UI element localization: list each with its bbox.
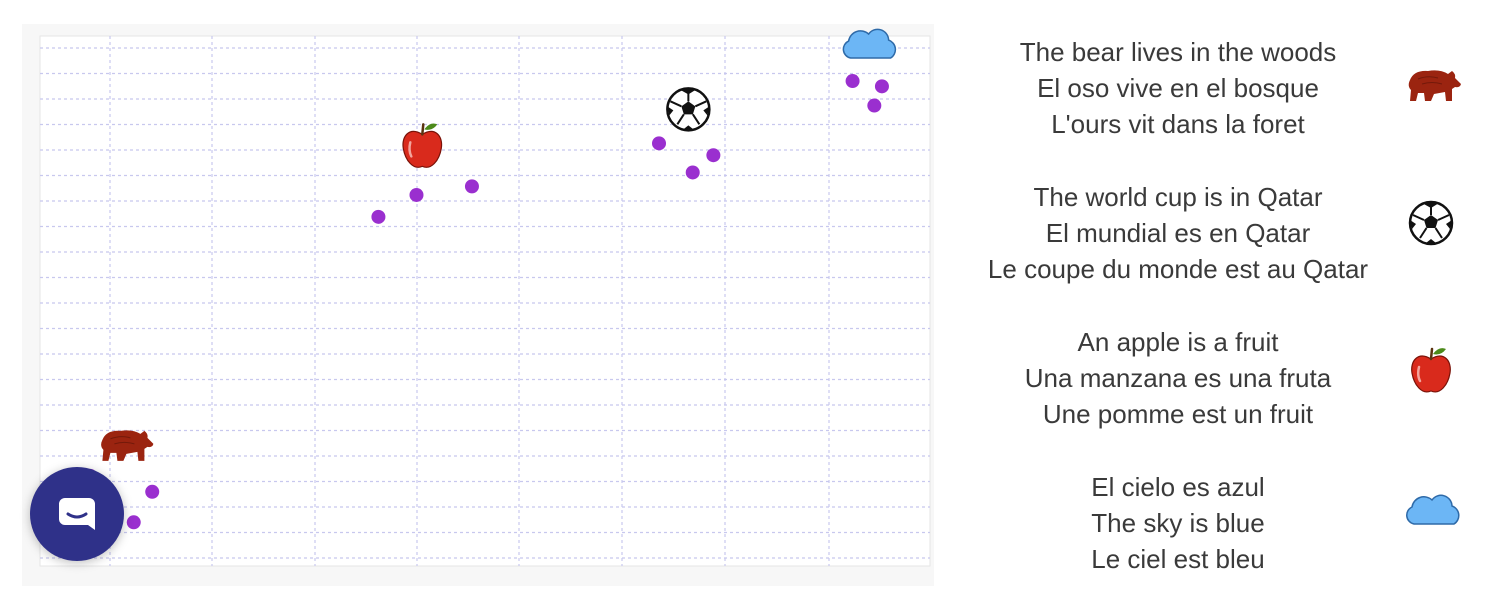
soccer-ball-icon	[1408, 200, 1454, 246]
bear-icon	[101, 430, 154, 461]
apple-icon	[1411, 347, 1451, 393]
data-point	[685, 165, 700, 180]
data-point	[126, 515, 141, 530]
legend-line: El cielo es azul	[1091, 472, 1265, 502]
legend-line: Une pomme est un fruit	[1042, 399, 1314, 429]
legend-entry-cloud: El cielo es azul The sky is blue Le ciel…	[918, 469, 1438, 577]
point-group-soccer-ball	[652, 87, 721, 180]
chat-icon	[59, 498, 95, 530]
legend-line: L'ours vit dans la foret	[1051, 109, 1305, 139]
cloud-icon	[842, 28, 897, 59]
data-point	[706, 148, 721, 163]
legend-line: Una manzana es una fruta	[1024, 363, 1332, 393]
legend-entry-apple: An apple is a fruit Una manzana es una f…	[918, 324, 1438, 432]
grid-lines	[40, 36, 930, 566]
legend-entry-soccer: The world cup is in Qatar El mundial es …	[918, 179, 1438, 287]
legend-line: Le coupe du monde est au Qatar	[987, 254, 1369, 284]
data-point	[371, 209, 386, 224]
legend-line: Le ciel est bleu	[1091, 544, 1265, 574]
apple-icon	[402, 123, 443, 168]
legend-line: El mundial es en Qatar	[1045, 218, 1311, 248]
scatter-plot	[39, 28, 931, 567]
data-point	[845, 74, 860, 89]
point-group-cloud	[842, 28, 897, 113]
cloud-icon	[1406, 494, 1460, 525]
bear-icon	[1408, 70, 1461, 101]
legend-line: The sky is blue	[1091, 508, 1265, 538]
data-point	[409, 187, 424, 202]
legend-entry-bear: The bear lives in the woods El oso vive …	[918, 34, 1438, 142]
legend-line: The bear lives in the woods	[1019, 37, 1337, 67]
soccer-ball-icon	[666, 87, 711, 132]
data-point	[874, 79, 889, 94]
data-point	[464, 179, 479, 194]
chat-launcher-button[interactable]	[30, 467, 124, 561]
scatter-plot-panel	[22, 24, 934, 586]
legend-line: El oso vive en el bosque	[1037, 73, 1319, 103]
legend-line: An apple is a fruit	[1077, 327, 1279, 357]
legend-line: The world cup is in Qatar	[1033, 182, 1323, 212]
data-point	[145, 484, 160, 499]
data-point	[652, 136, 666, 151]
point-group-apple	[371, 123, 479, 224]
data-point	[867, 98, 882, 113]
